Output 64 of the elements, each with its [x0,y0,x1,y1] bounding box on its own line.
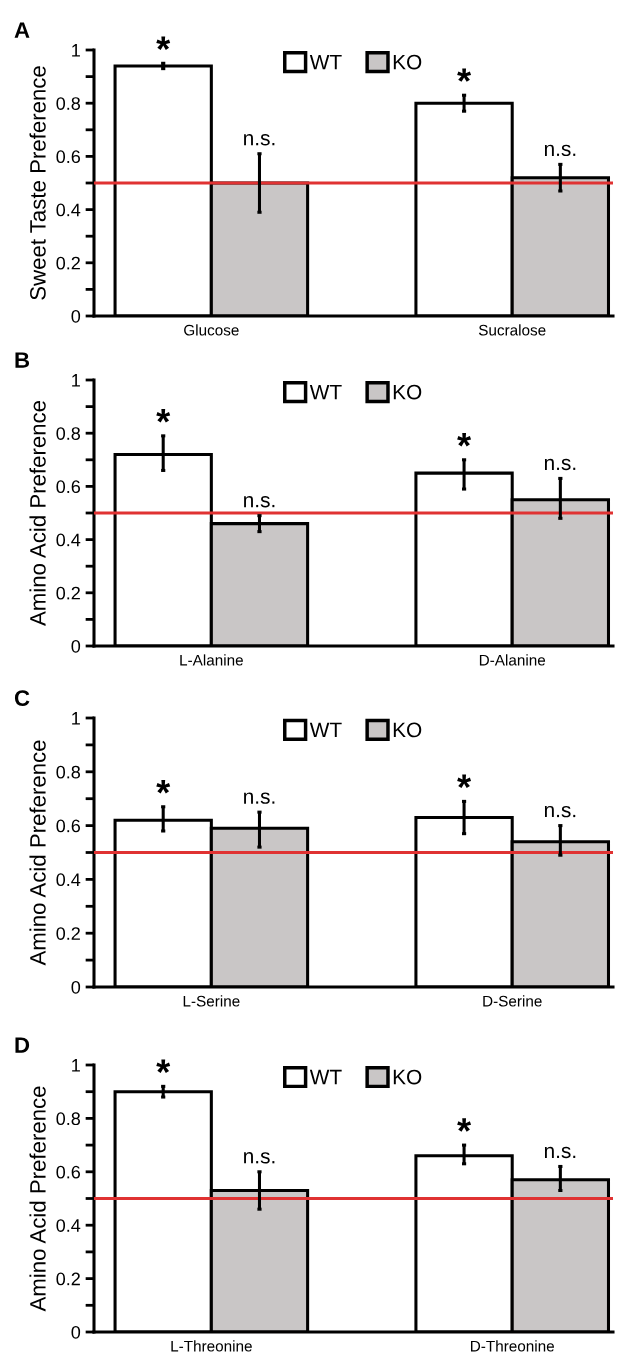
y-tick-label: 1 [72,712,80,725]
legend-label: WT [309,384,342,400]
y-axis-title: Amino Acid Preference [29,1086,46,1312]
x-tick-label: L-Alanine [180,654,243,666]
y-tick-label: 0.8 [56,1112,81,1126]
annotation: n.s. [244,1152,275,1164]
y-tick-label: 0.6 [56,1165,81,1179]
y-tick-label: 0 [71,980,81,994]
y-axis-title: Amino Acid Preference [29,400,46,626]
annotation: n.s. [244,792,275,804]
x-tick-label: L-Threonine [171,1340,252,1352]
y-tick-label: 1 [72,44,80,57]
legend-label: KO [393,1069,422,1085]
chart-title: B [15,352,30,368]
y-tick-label: 0 [71,1325,81,1339]
annotation: * [457,774,472,789]
legend-label: KO [393,384,422,400]
y-tick-label: 0.4 [56,1219,81,1232]
y-tick-label: 0 [71,639,81,653]
x-tick-label: L-Serine [183,995,240,1007]
annotation: * [156,779,171,794]
y-tick-label: 1 [72,1059,80,1072]
annotation: * [457,1118,472,1132]
y-tick-label: 0.6 [56,480,81,494]
y-tick-label: 0.2 [56,256,80,270]
x-tick-label: D-Threonine [471,1340,554,1352]
annotation: n.s. [244,134,275,146]
annotation: * [156,409,171,423]
chart-title: A [14,22,30,38]
y-tick-label: 0.8 [56,427,81,440]
annotation: n.s. [544,144,576,157]
annotation: * [457,433,472,447]
y-tick-label: 0.2 [56,927,80,940]
y-tick-label: 0.4 [56,203,81,217]
legend-label: WT [309,722,342,738]
x-tick-label: Sucralose [478,324,546,336]
y-tick-label: 1 [72,374,80,387]
legend-label: WT [309,54,342,70]
x-tick-label: Glucose [184,324,239,336]
text: * [156,36,171,50]
annotation: n.s. [544,458,576,471]
y-axis-title: Sweet Taste Preference [29,66,46,300]
legend-label: WT [309,1069,342,1085]
legend-label: KO [393,722,422,738]
y-tick-label: 0.8 [56,765,81,779]
legend-label: KO [393,54,422,70]
annotation: n.s. [544,805,576,818]
y-tick-label: 0.4 [56,873,81,887]
chart-title: C [14,690,30,706]
annotation: n.s. [244,495,275,508]
y-tick-label: 0.4 [56,533,81,547]
chart-title: D [15,1037,30,1053]
y-tick-label: 0.2 [56,1272,80,1286]
annotation: * [457,68,472,82]
x-tick-label: D-Alanine [479,654,546,666]
annotation: n.s. [544,1146,576,1159]
y-tick-label: 0.6 [56,150,81,164]
annotation: * [156,1059,171,1074]
y-tick-label: 0.6 [56,819,81,833]
y-axis-title: Amino Acid Preference [29,740,46,966]
y-tick-label: 0.2 [56,586,80,600]
y-tick-label: 0.8 [56,97,81,110]
x-tick-label: D-Serine [483,995,542,1007]
y-tick-label: 0 [71,309,81,323]
